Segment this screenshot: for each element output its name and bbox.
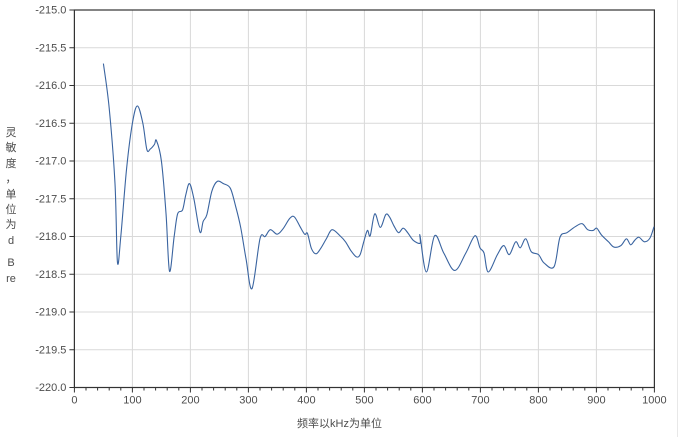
svg-text:-216.0: -216.0 <box>35 80 66 92</box>
svg-text:-216.5: -216.5 <box>35 118 66 130</box>
svg-text:-215.0: -215.0 <box>35 5 66 17</box>
svg-text:500: 500 <box>355 395 373 407</box>
svg-text:300: 300 <box>239 395 257 407</box>
svg-text:0: 0 <box>71 395 77 407</box>
svg-text:900: 900 <box>587 395 605 407</box>
svg-text:400: 400 <box>297 395 315 407</box>
svg-text:-220.0: -220.0 <box>35 382 66 394</box>
svg-text:100: 100 <box>123 395 141 407</box>
svg-text:-217.5: -217.5 <box>35 193 66 205</box>
svg-text:1000: 1000 <box>642 395 666 407</box>
svg-text:-219.0: -219.0 <box>35 307 66 319</box>
svg-text:-218.5: -218.5 <box>35 269 66 281</box>
svg-text:-217.0: -217.0 <box>35 156 66 168</box>
svg-text:700: 700 <box>471 395 489 407</box>
svg-text:600: 600 <box>413 395 431 407</box>
svg-text:-215.5: -215.5 <box>35 42 66 54</box>
svg-text:200: 200 <box>181 395 199 407</box>
svg-text:-219.5: -219.5 <box>35 344 66 356</box>
svg-text:-218.0: -218.0 <box>35 231 66 243</box>
svg-text:800: 800 <box>529 395 547 407</box>
